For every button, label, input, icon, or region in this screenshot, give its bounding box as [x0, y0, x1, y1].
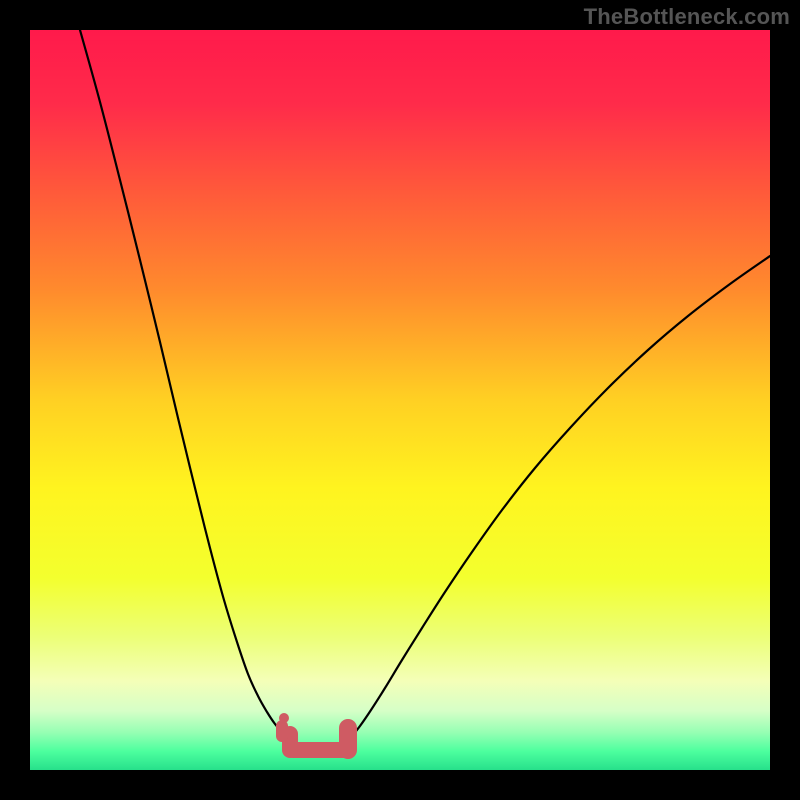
plot-area	[30, 30, 770, 770]
valley-marker	[279, 713, 348, 750]
right-curve	[346, 256, 770, 742]
curve-layer	[30, 30, 770, 770]
left-curve	[80, 30, 293, 742]
chart-frame: TheBottleneck.com	[0, 0, 800, 800]
watermark-text: TheBottleneck.com	[584, 4, 790, 30]
